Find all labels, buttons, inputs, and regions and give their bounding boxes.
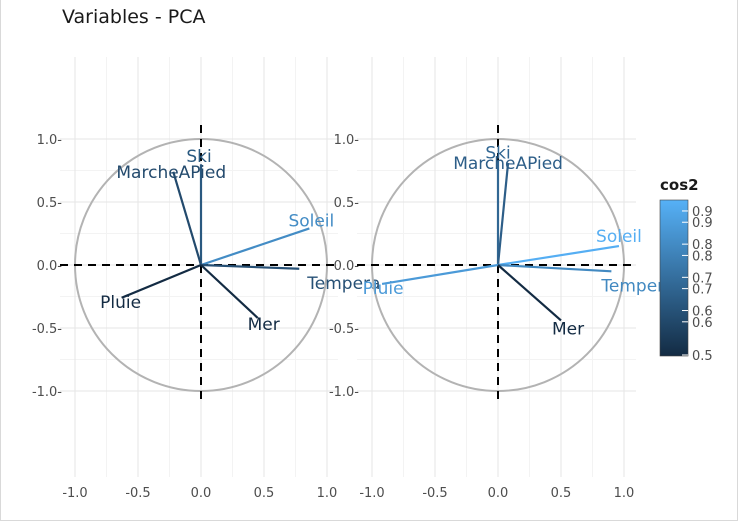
color-legend: cos2 0.5 0.60.6 0.70.7 0.80.8 0.90.9 [659, 176, 713, 364]
y-tick-label: -1.0- [32, 385, 62, 400]
x-tick-label: 0.0 [191, 486, 212, 501]
variable-label-mer: Mer [248, 315, 280, 335]
legend-colorbar [659, 199, 689, 357]
page-title: Variables - PCA [62, 6, 206, 28]
pca-panel-1: 1.0- 0.5- 0.0- -0.5- -1.0- -1.0 -0.5 0.0 0.5 1.0 S… [32, 57, 380, 501]
y-tick-label: -0.5- [32, 322, 62, 337]
legend-tick-label: 0.9 [692, 205, 713, 220]
variable-arrow-pluie [121, 263, 202, 299]
pca-panel-2: 1.0- 0.5- 0.0- -0.5- -1.0- -1.0 -0.5 0.0 0.5 1.0 S… [329, 57, 675, 501]
variable-label-mer: Mer [552, 319, 584, 339]
variable-arrow-tempera [200, 263, 300, 270]
legend-title: cos2 [660, 176, 699, 194]
x-tick-label: -1.0 [62, 486, 87, 501]
variable-label-marcheapied: MarcheAPied [116, 163, 226, 183]
y-tick-label: -0.5- [329, 322, 359, 337]
variable-label-tempera: Tempera [306, 274, 380, 294]
legend-tick-label: 0.9 [692, 216, 713, 231]
variable-label-soleil: Soleil [596, 227, 642, 247]
variable-label-tempera: Tempera [600, 276, 674, 296]
variable-label-ski: Ski [485, 143, 510, 163]
variable-arrow-pluie [381, 263, 499, 285]
x-tick-label: 1.0 [317, 486, 338, 501]
x-tick-label: 0.0 [488, 486, 509, 501]
legend-tick-label: 0.8 [692, 249, 713, 264]
legend-tick-label: 0.7 [692, 283, 713, 298]
variable-arrow-mer [497, 264, 562, 322]
variable-arrow-marcheapied [172, 171, 203, 266]
legend-tick-label: 0.8 [692, 238, 713, 253]
x-tick-label: 0.5 [551, 486, 572, 501]
variable-label-pluie: Pluie [100, 293, 141, 313]
y-tick-label: 1.0- [37, 133, 63, 148]
variable-arrow-tempera [497, 263, 612, 273]
y-tick-label: 0.5- [37, 196, 63, 211]
legend-tick-label: 0.7 [692, 271, 713, 286]
legend-tick-label: 0.6 [692, 305, 713, 320]
variable-arrow-marcheapied [496, 162, 510, 266]
x-tick-label: -0.5 [422, 486, 447, 501]
x-tick-label: -1.0 [359, 486, 384, 501]
variable-arrow-soleil [497, 245, 620, 267]
variable-label-pluie: Pluie [363, 279, 404, 299]
variable-label-ski: Ski [186, 147, 211, 167]
y-tick-label: 1.0- [334, 133, 360, 148]
y-tick-label: -1.0- [329, 385, 359, 400]
legend-tick-label: 0.5 [692, 349, 713, 364]
variable-arrow-soleil [200, 227, 310, 267]
x-tick-label: 1.0 [614, 486, 635, 501]
variable-label-marcheapied: MarcheAPied [453, 154, 563, 174]
x-tick-label: 0.5 [254, 486, 275, 501]
x-tick-label: -0.5 [125, 486, 150, 501]
y-tick-label: 0.0- [334, 259, 360, 274]
legend-tick-label: 0.6 [692, 316, 713, 331]
variable-label-soleil: Soleil [288, 211, 334, 231]
variable-arrow-mer [200, 264, 259, 319]
y-tick-label: 0.5- [334, 196, 360, 211]
y-tick-label: 0.0- [37, 259, 63, 274]
